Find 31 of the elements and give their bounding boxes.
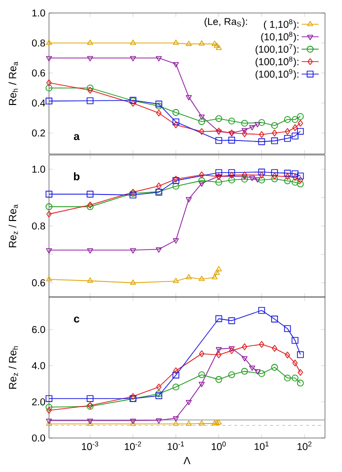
annotation: a — [74, 134, 80, 140]
y-tick-label: 0.8 — [32, 222, 46, 230]
x-tick-label: 10$^{2}$ — [298, 442, 312, 450]
y-axis-title: Re$_{h}$ / Re$_{a}$ — [8, 62, 18, 105]
y-tick-label: 1.0 — [32, 166, 46, 173]
y-tick-label: 0.6 — [32, 279, 46, 286]
y-tick-label: 0.6 — [32, 69, 46, 77]
annotation: b — [74, 172, 80, 180]
x-tick-label: 10$^{1}$ — [254, 442, 269, 450]
legend-title: (Le, Ra$_{S}$): — [204, 18, 247, 27]
legend-label: (100,10$^{7}$): — [256, 44, 298, 55]
x-tick-label: 10$^{0}$ — [212, 442, 226, 450]
annotation: c — [74, 316, 80, 323]
x-tick-label: 10$^{-2}$ — [124, 442, 142, 450]
y-tick-label: 6.0 — [32, 326, 46, 334]
y-axis-title: Re$_{z}$ / Re$_{h}$ — [8, 346, 18, 389]
y-tick-label: 0.8 — [32, 39, 46, 47]
x-tick-label: 10$^{-1}$ — [168, 442, 184, 450]
y-tick-label: 0.0 — [32, 434, 46, 442]
y-tick-label: 1.0 — [32, 9, 46, 17]
legend-label: (10,10$^{8}$): — [261, 32, 298, 42]
y-tick-label: 2.0 — [32, 398, 46, 406]
legend-label: (100,10$^{9}$): — [256, 69, 298, 80]
y-tick-label: 0.4 — [32, 99, 46, 107]
legend-label: ( 1,10$^{8}$): — [264, 19, 298, 30]
y-axis-title: Re$_{z}$ / Re$_{a}$ — [8, 204, 18, 248]
x-axis-title: Λ — [184, 456, 190, 464]
y-tick-label: 0.2 — [32, 129, 45, 137]
legend-label: (100,10$^{8}$): — [256, 56, 298, 68]
x-tick-label: 10$^{-3}$ — [82, 442, 98, 450]
y-tick-label: 4.0 — [32, 362, 46, 370]
